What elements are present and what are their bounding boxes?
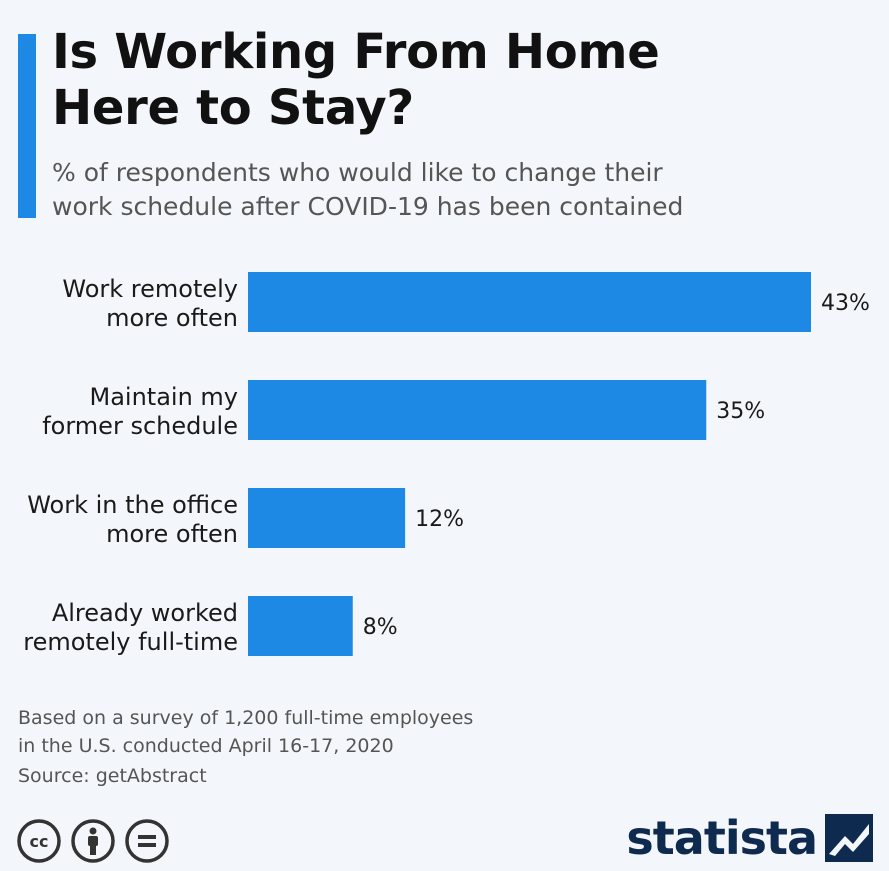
bar	[248, 272, 811, 332]
chart-title: Is Working From Home Here to Stay?	[52, 24, 872, 136]
value-label: 35%	[716, 399, 765, 424]
source-note: Source: getAbstract	[18, 765, 207, 787]
category-label: Work in the office	[27, 491, 238, 519]
survey-note: Based on a survey of 1,200 full-time emp…	[18, 704, 618, 760]
category-label: more often	[106, 304, 238, 332]
svg-text:cc: cc	[30, 832, 49, 851]
brand-name: statista	[626, 811, 818, 865]
chart-subtitle-line: work schedule after COVID-19 has been co…	[52, 192, 684, 221]
value-label: 12%	[415, 507, 464, 532]
chart-title-line: Here to Stay?	[52, 80, 414, 136]
value-label: 8%	[363, 615, 398, 640]
survey-note-line: in the U.S. conducted April 16-17, 2020	[18, 735, 394, 757]
category-label: Maintain my	[90, 383, 239, 411]
category-label: remotely full-time	[23, 628, 238, 656]
attribution-icon[interactable]	[70, 818, 116, 864]
no-derivatives-icon[interactable]	[124, 818, 170, 864]
statista-brand[interactable]: statista	[626, 810, 873, 866]
title-accent-bar	[18, 34, 36, 218]
cc-icon[interactable]: cc	[16, 818, 62, 864]
statista-logo-icon	[825, 814, 873, 862]
bar	[248, 380, 707, 440]
bar	[248, 488, 406, 548]
value-label: 43%	[821, 291, 870, 316]
category-label: former schedule	[42, 412, 238, 440]
bar	[248, 596, 353, 656]
license-icons: cc	[16, 818, 170, 864]
chart-title-line: Is Working From Home	[52, 24, 660, 80]
category-label: more often	[106, 520, 238, 548]
category-label: Already worked	[52, 599, 238, 627]
chart-subtitle: % of respondents who would like to chang…	[52, 156, 872, 224]
category-label: Work remotely	[62, 275, 238, 303]
chart-subtitle-line: % of respondents who would like to chang…	[52, 158, 663, 187]
survey-note-line: Based on a survey of 1,200 full-time emp…	[18, 707, 474, 729]
